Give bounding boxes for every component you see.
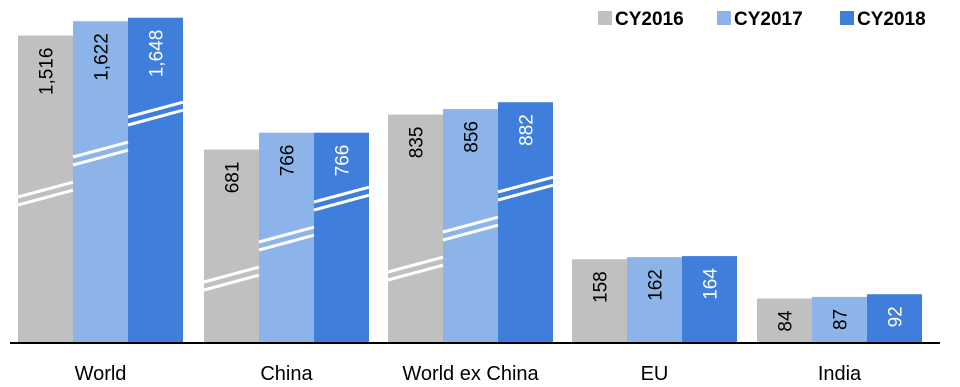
- category-label-eu: EU: [641, 363, 669, 385]
- break-mark-world-cy2017-a: [72, 148, 129, 167]
- bar-india-cy2017: [812, 296, 867, 343]
- break-mark-world-ex-china-cy2016-a: [387, 263, 444, 282]
- data-label-india-cy2018: 92: [886, 306, 907, 327]
- legend-label-cy2017: CY2017: [734, 9, 803, 30]
- legend-swatch-cy2018: [840, 11, 854, 25]
- break-mark-china-cy2016-a: [203, 273, 260, 292]
- break-mark-world-ex-china-cy2016-b: [387, 255, 444, 274]
- category-labels: World China World ex China EU India: [75, 363, 862, 385]
- legend-label-cy2016: CY2016: [615, 9, 684, 30]
- break-mark-china-cy2018-b: [313, 185, 370, 204]
- bar-india-cy2018: [867, 294, 922, 343]
- legend: CY2016 CY2017 CY2018: [598, 9, 926, 30]
- bar-world-cy2018: [128, 17, 183, 344]
- bar-world-ex-china-cy2016: [388, 114, 443, 343]
- data-label-eu-cy2017: 162: [646, 269, 667, 301]
- bar-eu-cy2017: [627, 257, 682, 343]
- data-label-india-cy2016: 84: [776, 310, 797, 332]
- bar-world-cy2017: [73, 21, 128, 344]
- data-label-world-ex-china-cy2017: 856: [462, 121, 483, 153]
- data-label-world-ex-china-cy2018: 882: [517, 114, 538, 146]
- bar-india-cy2016: [757, 298, 812, 343]
- data-label-india-cy2017: 87: [831, 309, 852, 330]
- legend-swatch-cy2017: [717, 11, 731, 25]
- break-mark-china-cy2017-a: [258, 233, 315, 252]
- bar-world-ex-china-cy2018: [498, 102, 553, 343]
- break-mark-china-cy2018-a: [313, 193, 370, 212]
- data-label-world-cy2017: 1,622: [92, 33, 113, 81]
- break-mark-world-ex-china-cy2018-a: [497, 183, 554, 202]
- data-label-china-cy2016: 681: [223, 162, 244, 194]
- bars: [18, 17, 922, 344]
- data-labels: 1,516 1,622 1,648 681 766 766 835 856 882 158 162 1…: [37, 30, 907, 332]
- data-label-eu-cy2016: 158: [591, 271, 612, 303]
- break-mark-china-cy2017-b: [258, 225, 315, 244]
- category-label-world-ex-china: World ex China: [402, 363, 539, 385]
- axis-break-marks: [17, 100, 554, 292]
- data-label-world-cy2018: 1,648: [147, 30, 168, 78]
- break-mark-world-ex-china-cy2017-a: [442, 223, 499, 242]
- bar-china-cy2018: [314, 132, 369, 343]
- data-label-world-ex-china-cy2016: 835: [407, 127, 428, 159]
- break-mark-world-ex-china-cy2018-b: [497, 175, 554, 194]
- legend-swatch-cy2016: [598, 11, 612, 25]
- category-label-world: World: [75, 363, 127, 385]
- break-mark-world-cy2018-a: [127, 108, 184, 127]
- break-mark-china-cy2016-b: [203, 265, 260, 284]
- category-label-india: India: [818, 363, 862, 385]
- data-label-world-cy2016: 1,516: [37, 48, 58, 96]
- bar-eu-cy2016: [572, 259, 627, 343]
- break-mark-world-cy2016-b: [17, 180, 74, 199]
- category-label-china: China: [260, 363, 313, 385]
- bar-eu-cy2018: [682, 256, 737, 343]
- legend-label-cy2018: CY2018: [857, 9, 926, 30]
- bar-china-cy2016: [204, 149, 259, 343]
- data-label-eu-cy2018: 164: [701, 268, 722, 300]
- break-mark-world-cy2018-b: [127, 100, 184, 119]
- break-mark-world-cy2017-b: [72, 140, 129, 159]
- break-mark-world-ex-china-cy2017-b: [442, 215, 499, 234]
- data-label-china-cy2017: 766: [278, 145, 299, 177]
- break-mark-world-cy2016-a: [17, 188, 74, 207]
- data-label-china-cy2018: 766: [333, 145, 354, 177]
